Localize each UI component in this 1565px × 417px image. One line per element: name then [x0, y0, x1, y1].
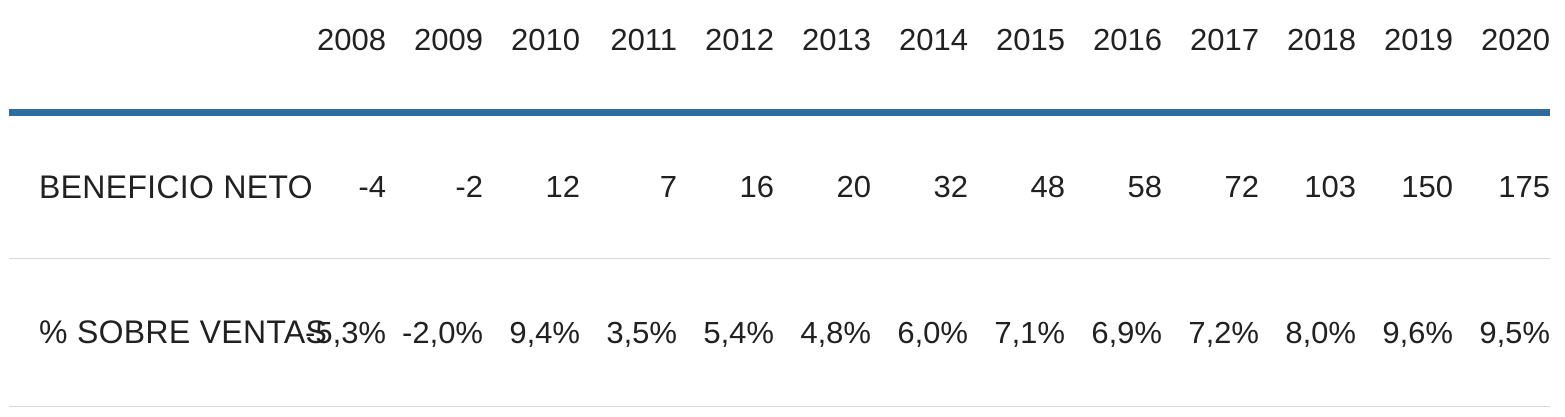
table-row-pct-sobre-ventas: % SOBRE VENTAS -5,3% -2,0% 9,4% 3,5% 5,4… [9, 259, 1550, 407]
year-header: 2014 [871, 0, 968, 116]
cell-value: 8,0% [1259, 259, 1356, 407]
cell-value: 32 [871, 116, 968, 259]
row-label: BENEFICIO NETO [9, 116, 313, 259]
year-header: 2020 [1453, 0, 1550, 116]
cell-value: 9,5% [1453, 259, 1550, 407]
year-header: 2011 [580, 0, 677, 116]
cell-value: 48 [968, 116, 1065, 259]
year-header: 2009 [386, 0, 483, 116]
cell-value: 6,0% [871, 259, 968, 407]
financial-results-table: 2008 2009 2010 2011 2012 2013 2014 2015 … [9, 0, 1550, 407]
cell-value: -2 [386, 116, 483, 259]
cell-value: 103 [1259, 116, 1356, 259]
cell-value: 3,5% [580, 259, 677, 407]
table-row-beneficio-neto: BENEFICIO NETO -4 -2 12 7 16 20 32 48 58… [9, 116, 1550, 259]
cell-value: 16 [677, 116, 774, 259]
year-header: 2012 [677, 0, 774, 116]
cell-value: 9,4% [483, 259, 580, 407]
cell-value: 7,2% [1162, 259, 1259, 407]
year-header: 2008 [289, 0, 386, 116]
year-header: 2015 [968, 0, 1065, 116]
table-header-row: 2008 2009 2010 2011 2012 2013 2014 2015 … [9, 0, 1550, 116]
cell-value: 20 [774, 116, 871, 259]
cell-value: 6,9% [1065, 259, 1162, 407]
corner-cell [9, 0, 289, 116]
cell-value: 7 [580, 116, 677, 259]
cell-value: 150 [1356, 116, 1453, 259]
cell-value: 7,1% [968, 259, 1065, 407]
row-label: % SOBRE VENTAS [9, 259, 327, 407]
cell-value: 12 [483, 116, 580, 259]
cell-value: -4 [289, 116, 386, 259]
cell-value: 58 [1065, 116, 1162, 259]
year-header: 2016 [1065, 0, 1162, 116]
cell-value: 175 [1453, 116, 1550, 259]
cell-value: 5,4% [677, 259, 774, 407]
cell-value: 9,6% [1356, 259, 1453, 407]
year-header: 2019 [1356, 0, 1453, 116]
cell-value: -2,0% [386, 259, 483, 407]
cell-value: 4,8% [774, 259, 871, 407]
year-header: 2013 [774, 0, 871, 116]
cell-value: 72 [1162, 116, 1259, 259]
cell-value: -5,3% [289, 259, 386, 407]
year-header: 2010 [483, 0, 580, 116]
year-header: 2017 [1162, 0, 1259, 116]
year-header: 2018 [1259, 0, 1356, 116]
